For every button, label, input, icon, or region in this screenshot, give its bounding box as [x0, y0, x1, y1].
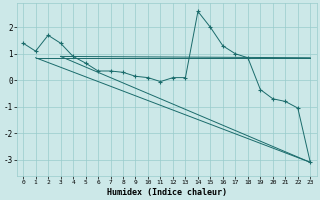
X-axis label: Humidex (Indice chaleur): Humidex (Indice chaleur): [107, 188, 227, 197]
